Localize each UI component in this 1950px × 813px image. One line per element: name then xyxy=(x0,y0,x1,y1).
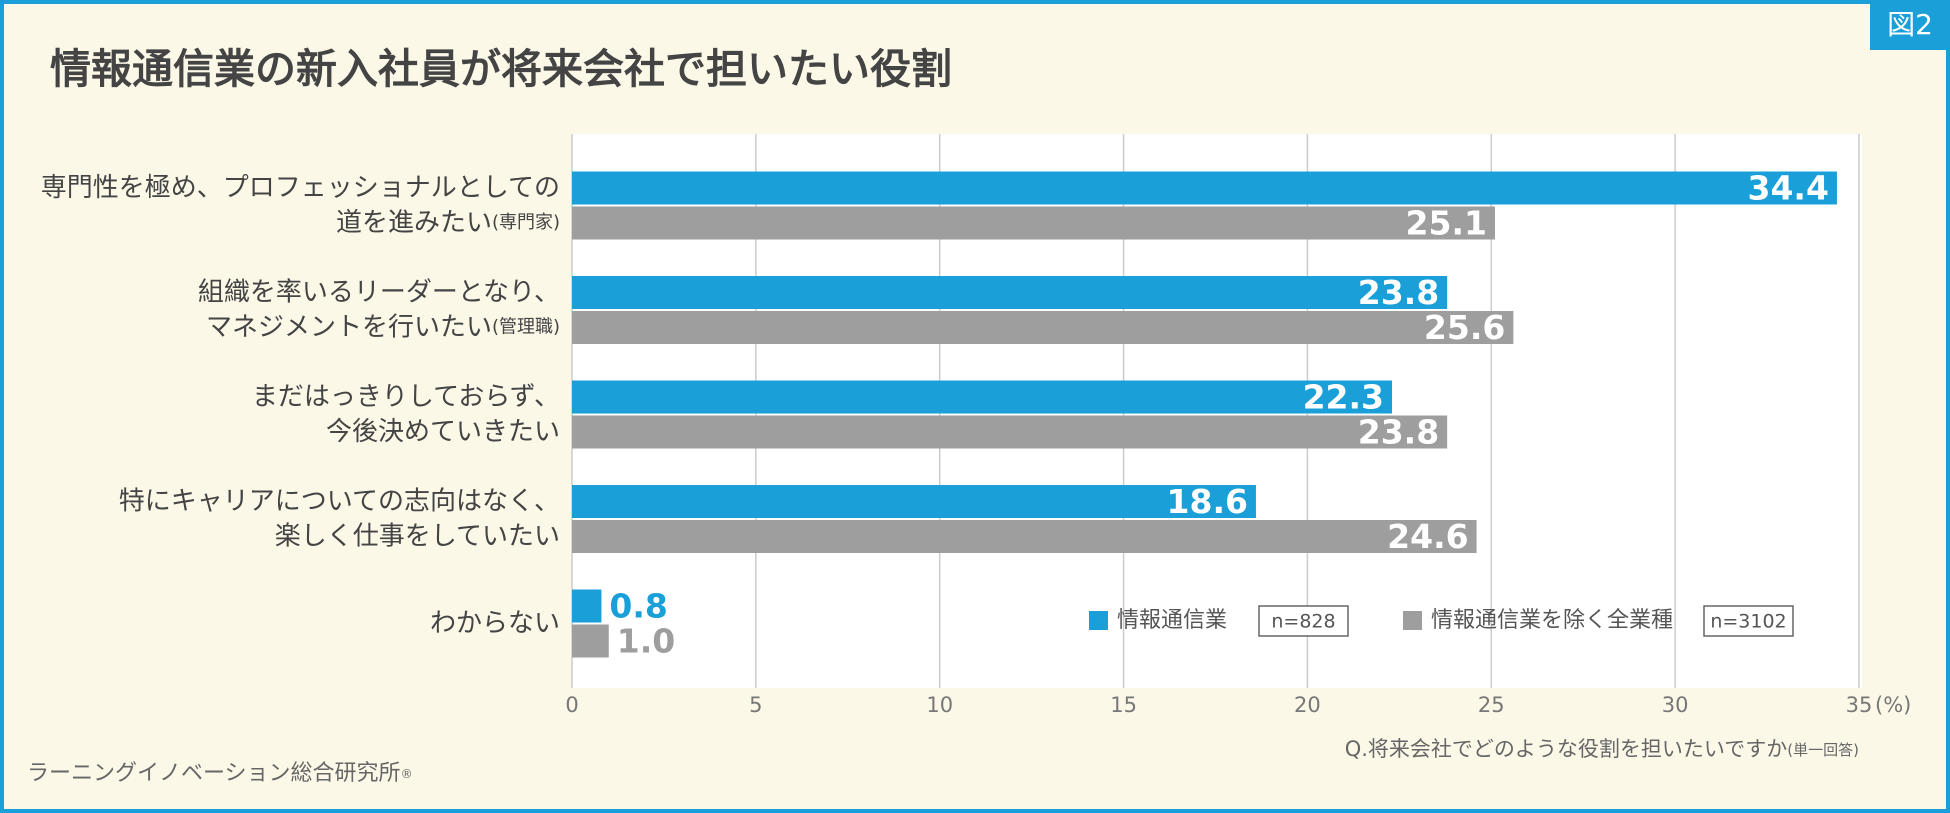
value-label: 25.6 xyxy=(1424,308,1505,347)
x-tick-label: 20 xyxy=(1294,693,1321,717)
x-tick-label: 30 xyxy=(1662,693,1689,717)
legend-n: n=828 xyxy=(1271,611,1335,633)
category-label: わからない xyxy=(430,608,560,638)
legend-swatch xyxy=(1403,611,1422,630)
category-label: 特にキャリアについての志向はなく、 xyxy=(119,486,560,516)
bar xyxy=(572,206,1495,240)
legend-swatch xyxy=(1089,611,1108,630)
chart-title: 情報通信業の新入社員が将来会社で担いたい役割 xyxy=(50,45,952,93)
x-unit: (%) xyxy=(1875,693,1911,717)
category-line: 今後決めていきたい xyxy=(326,417,560,447)
badge: 図2 xyxy=(1887,8,1933,41)
category-line: 道を進みたい xyxy=(336,208,492,238)
x-tick-label: 5 xyxy=(749,693,762,717)
bar xyxy=(572,624,609,658)
footer-mark: ® xyxy=(401,767,413,781)
category-label: 今後決めていきたい xyxy=(326,417,560,447)
legend-label: 情報通信業 xyxy=(1117,608,1227,633)
category-label: 楽しく仕事をしていたい xyxy=(275,521,560,551)
category-line: マネジメントを行いたい xyxy=(206,312,492,342)
category-label: 組織を率いるリーダーとなり、 xyxy=(198,277,560,307)
category-label: 道を進みたい(専門家) xyxy=(336,208,560,238)
value-label: 23.8 xyxy=(1358,413,1439,452)
value-label: 34.4 xyxy=(1748,169,1829,208)
x-tick-label: 15 xyxy=(1110,693,1137,717)
value-label: 25.1 xyxy=(1406,204,1487,243)
category-line: 特にキャリアについての志向はなく、 xyxy=(119,486,560,516)
footer: ラーニングイノベーション総合研究所® xyxy=(27,761,413,786)
value-label: 23.8 xyxy=(1358,273,1439,312)
bar xyxy=(572,415,1448,449)
category-label: マネジメントを行いたい(管理職) xyxy=(206,312,560,342)
category-line: わからない xyxy=(430,608,560,638)
bar xyxy=(572,380,1393,414)
question-note: (単一回答) xyxy=(1787,741,1859,759)
category-line: 楽しく仕事をしていたい xyxy=(275,521,560,551)
category-label: まだはっきりしておらず、 xyxy=(252,382,560,412)
value-label: 24.6 xyxy=(1387,517,1468,556)
legend-n-box xyxy=(1258,605,1349,637)
bar xyxy=(572,589,602,623)
x-tick-label: 35 xyxy=(1846,693,1873,717)
value-label: 18.6 xyxy=(1167,482,1248,521)
bar xyxy=(572,171,1837,205)
x-tick-label: 10 xyxy=(926,693,953,717)
value-label: 1.0 xyxy=(617,622,675,661)
legend-label: 情報通信業を除く全業種 xyxy=(1431,608,1673,633)
bar xyxy=(572,520,1477,553)
x-tick-label: 0 xyxy=(565,693,578,717)
category-line: まだはっきりしておらず、 xyxy=(252,382,560,412)
category-note: (管理職) xyxy=(492,317,560,338)
question: Q.将来会社でどのような役割を担いたいですか(単一回答) xyxy=(1345,737,1859,761)
category-label: 専門性を極め、プロフェッショナルとしての xyxy=(41,173,560,203)
badge-bg xyxy=(1870,0,1950,50)
bar xyxy=(572,311,1514,344)
question-text: Q.将来会社でどのような役割を担いたいですか xyxy=(1345,737,1788,761)
category-line: 組織を率いるリーダーとなり、 xyxy=(198,277,560,307)
value-label: 22.3 xyxy=(1303,378,1384,417)
legend-n: n=3102 xyxy=(1710,611,1786,633)
category-line: 専門性を極め、プロフェッショナルとしての xyxy=(41,173,560,203)
category-note: (専門家) xyxy=(492,212,560,233)
legend-n-box xyxy=(1703,605,1794,637)
footer-text: ラーニングイノベーション総合研究所 xyxy=(27,761,401,786)
bar xyxy=(572,276,1448,309)
x-tick-label: 25 xyxy=(1478,693,1505,717)
value-label: 0.8 xyxy=(609,587,667,626)
bar xyxy=(572,485,1256,518)
